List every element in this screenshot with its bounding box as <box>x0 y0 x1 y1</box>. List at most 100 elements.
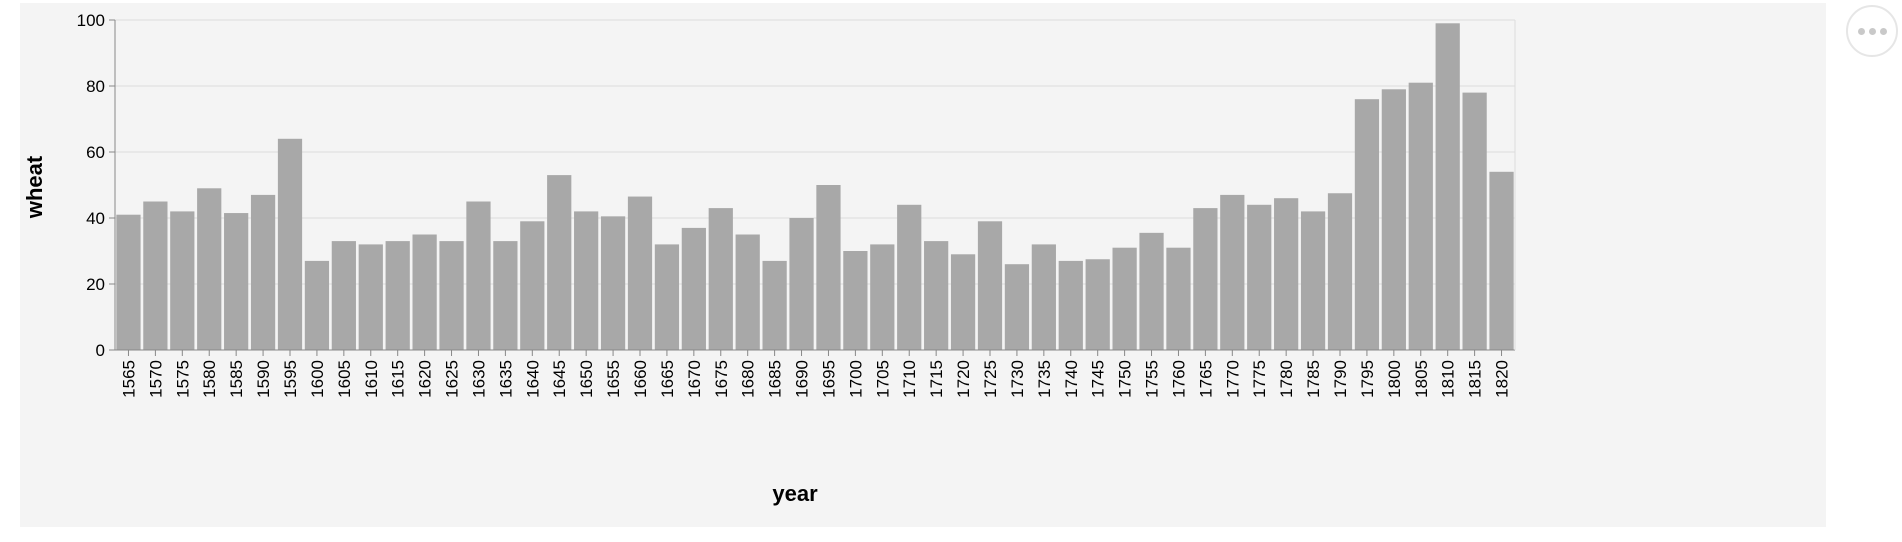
x-tick-label: 1645 <box>550 360 569 398</box>
bar <box>627 196 653 350</box>
bar <box>681 227 706 350</box>
bar <box>385 241 410 350</box>
x-tick-label: 1715 <box>927 360 946 398</box>
bar <box>331 241 356 350</box>
x-tick-label: 1805 <box>1412 360 1431 398</box>
y-tick-label: 20 <box>86 275 105 294</box>
bar <box>1435 23 1460 351</box>
bar <box>600 216 626 350</box>
bar <box>116 214 141 350</box>
x-tick-label: 1750 <box>1116 360 1135 398</box>
x-tick-label: 1820 <box>1493 360 1512 398</box>
bar <box>1193 208 1218 350</box>
x-tick-label: 1760 <box>1169 360 1188 398</box>
x-tick-label: 1605 <box>335 360 354 398</box>
bar <box>224 213 249 350</box>
bar <box>1058 260 1083 350</box>
bar <box>1462 92 1487 350</box>
bar <box>197 188 222 350</box>
x-tick-label: 1580 <box>200 360 219 398</box>
x-tick-label: 1690 <box>793 360 812 398</box>
bar <box>870 244 895 350</box>
x-tick-label: 1635 <box>496 360 515 398</box>
bar <box>1408 82 1433 350</box>
y-tick-label: 60 <box>86 143 105 162</box>
y-tick-label: 40 <box>86 209 105 228</box>
chart-panel: 0 20 40 60 80 100 1565 1570 1575 1580 1585 1590 159… <box>20 3 1826 527</box>
x-tick-label: 1775 <box>1250 360 1269 398</box>
bar-chart: 0 20 40 60 80 100 1565 1570 1575 1580 1585 1590 159… <box>22 11 1516 506</box>
y-tick-label: 100 <box>77 11 105 30</box>
bar <box>1381 89 1406 351</box>
x-tick-label: 1765 <box>1196 360 1215 398</box>
bar <box>412 234 437 350</box>
x-tick-label: 1600 <box>308 360 327 398</box>
x-tick-label: 1585 <box>227 360 246 398</box>
bar <box>1300 211 1326 350</box>
x-axis-title: year <box>772 481 818 506</box>
x-tick-label: 1675 <box>712 360 731 398</box>
x-tick-label: 1625 <box>443 360 462 398</box>
bar <box>493 241 518 350</box>
bar <box>170 211 195 350</box>
y-axis-title: wheat <box>22 155 47 219</box>
x-tick-label: 1740 <box>1062 360 1081 398</box>
bar <box>708 208 733 350</box>
x-tick-label: 1700 <box>846 360 865 398</box>
bar <box>1031 244 1056 350</box>
bar <box>1085 259 1110 350</box>
bar <box>1327 193 1353 350</box>
x-tick-label: 1725 <box>981 360 1000 398</box>
bar <box>277 138 303 350</box>
bar <box>304 260 330 350</box>
bar <box>1004 264 1030 350</box>
bar <box>735 234 760 350</box>
more-actions-button[interactable] <box>1846 5 1898 57</box>
x-tick-label: 1770 <box>1223 360 1242 398</box>
x-tick-label: 1650 <box>577 360 596 398</box>
bar <box>1166 247 1191 350</box>
x-tick-label: 1595 <box>281 360 300 398</box>
bars <box>116 23 1514 351</box>
more-horizontal-icon <box>1857 27 1865 35</box>
x-tick-label: 1660 <box>631 360 650 398</box>
x-tick-label: 1705 <box>873 360 892 398</box>
x-axis-ticks: 1565 1570 1575 1580 1585 1590 1595 1600 1605 1610… <box>119 350 1512 398</box>
x-tick-label: 1800 <box>1385 360 1404 398</box>
x-tick-label: 1680 <box>739 360 758 398</box>
x-tick-label: 1780 <box>1277 360 1296 398</box>
bar <box>1354 99 1380 350</box>
bar <box>358 244 383 350</box>
more-horizontal-icon-dot <box>1868 27 1876 35</box>
x-tick-label: 1685 <box>766 360 785 398</box>
bar <box>1274 198 1299 350</box>
bar <box>143 201 168 350</box>
x-tick-label: 1695 <box>819 360 838 398</box>
x-tick-label: 1735 <box>1035 360 1054 398</box>
bar <box>897 204 922 350</box>
x-tick-label: 1720 <box>954 360 973 398</box>
bar <box>843 251 868 350</box>
bar <box>1112 247 1137 350</box>
x-tick-label: 1790 <box>1331 360 1350 398</box>
bar <box>1247 204 1272 350</box>
bar <box>1489 171 1514 350</box>
x-tick-label: 1665 <box>658 360 677 398</box>
bar <box>762 260 787 350</box>
y-tick-label: 0 <box>96 341 105 360</box>
bar <box>789 218 814 350</box>
x-tick-label: 1610 <box>362 360 381 398</box>
x-tick-label: 1570 <box>146 360 165 398</box>
bar <box>924 241 949 350</box>
x-tick-label: 1785 <box>1304 360 1323 398</box>
bar <box>950 254 976 350</box>
x-tick-label: 1575 <box>173 360 192 398</box>
x-tick-label: 1590 <box>254 360 273 398</box>
x-tick-label: 1810 <box>1439 360 1458 398</box>
bar <box>1139 232 1164 350</box>
more-horizontal-icon-dot <box>1879 27 1887 35</box>
x-tick-label: 1670 <box>685 360 704 398</box>
x-tick-label: 1815 <box>1466 360 1485 398</box>
x-tick-label: 1745 <box>1089 360 1108 398</box>
x-tick-label: 1655 <box>604 360 623 398</box>
